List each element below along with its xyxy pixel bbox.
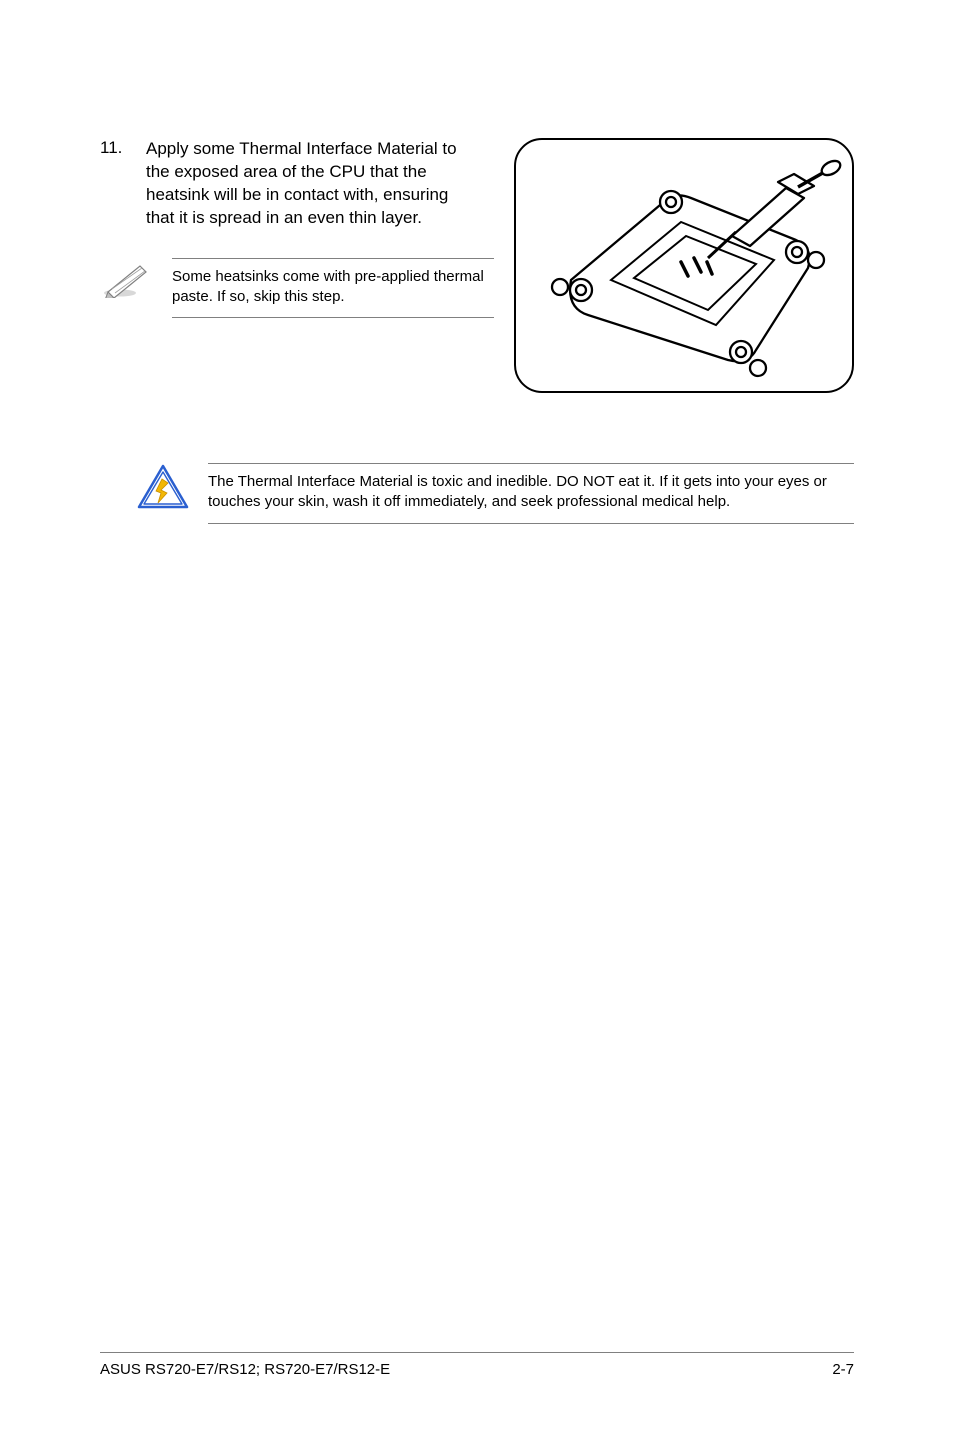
- step-number: 11.: [100, 138, 128, 158]
- note-text: Some heatsinks come with pre-applied the…: [172, 258, 494, 319]
- warning-block: The Thermal Interface Material is toxic …: [136, 463, 854, 524]
- footer-page-number: 2-7: [832, 1361, 854, 1378]
- page-footer: ASUS RS720-E7/RS12; RS720-E7/RS12-E 2-7: [100, 1352, 854, 1378]
- document-page: 11. Apply some Thermal Interface Materia…: [0, 0, 954, 1438]
- pencil-note-icon: [100, 258, 154, 298]
- warning-text: The Thermal Interface Material is toxic …: [208, 463, 854, 524]
- left-column: 11. Apply some Thermal Interface Materia…: [100, 138, 494, 318]
- step-item: 11. Apply some Thermal Interface Materia…: [100, 138, 494, 230]
- footer-left: ASUS RS720-E7/RS12; RS720-E7/RS12-E: [100, 1361, 390, 1378]
- cpu-thermal-paste-illustration: [514, 138, 854, 393]
- warning-triangle-icon: [136, 463, 190, 511]
- note-block: Some heatsinks come with pre-applied the…: [100, 258, 494, 319]
- step-text: Apply some Thermal Interface Material to…: [146, 138, 494, 230]
- main-content-row: 11. Apply some Thermal Interface Materia…: [100, 138, 854, 393]
